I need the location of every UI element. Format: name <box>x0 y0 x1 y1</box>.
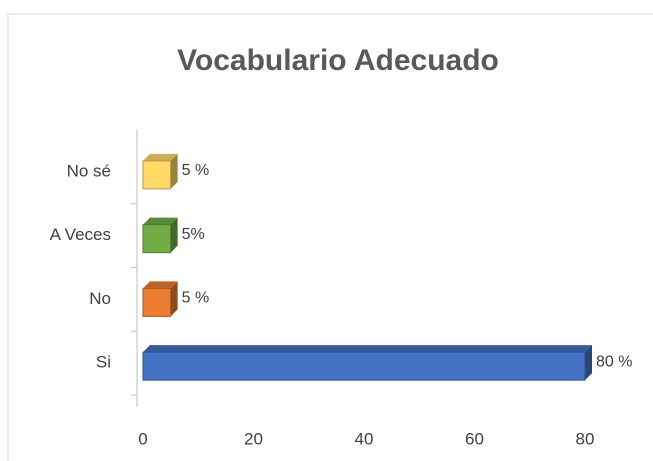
x-tick-label: 40 <box>355 429 374 448</box>
bar-side <box>170 217 178 253</box>
chart-frame <box>7 13 653 461</box>
y-tick-label: Si <box>96 353 111 372</box>
value-label: 80 % <box>596 353 632 370</box>
bar-side <box>170 153 178 189</box>
bar <box>142 224 172 254</box>
chart-title: Vocabulario Adecuado <box>177 44 499 77</box>
x-tick-label: 20 <box>244 429 263 448</box>
y-tick-label: No <box>89 289 111 308</box>
bar-top <box>143 281 178 289</box>
bar-top <box>143 217 178 225</box>
bar <box>142 351 586 381</box>
bar-side <box>170 281 178 317</box>
x-tick-label: 80 <box>576 429 595 448</box>
value-label: 5% <box>182 226 205 243</box>
bar-top <box>143 153 178 161</box>
y-tick-label: No sé <box>67 161 111 180</box>
bar <box>142 287 172 317</box>
bar-top <box>143 345 592 353</box>
y-tick-label: A Veces <box>50 225 111 244</box>
bar-side <box>585 345 592 381</box>
x-tick-label: 60 <box>465 429 484 448</box>
value-label: 5 % <box>182 290 210 307</box>
bar <box>142 160 172 190</box>
value-label: 5 % <box>182 162 210 179</box>
x-tick-label: 0 <box>138 429 147 448</box>
